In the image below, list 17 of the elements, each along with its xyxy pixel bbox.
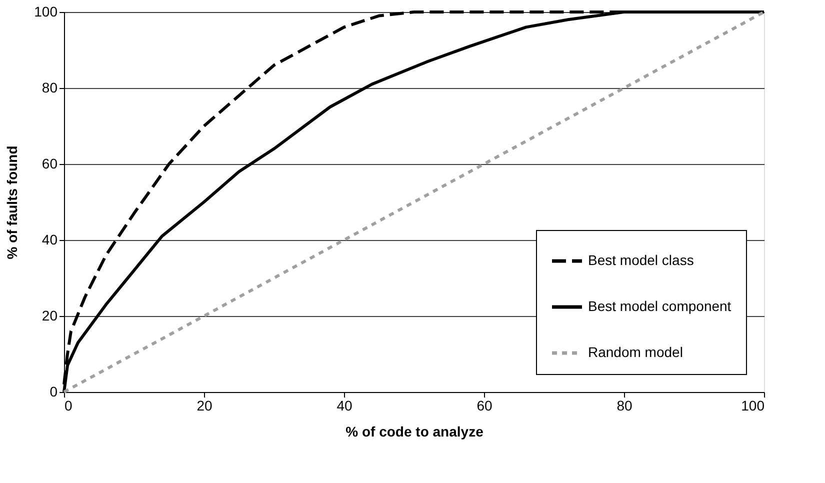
y-axis-title: % of faults found (4, 146, 20, 260)
x-axis-title: % of code to analyze (346, 424, 484, 440)
legend-label: Random model (588, 344, 683, 360)
legend-label: Best model class (588, 252, 694, 268)
x-tick-label: 0 (64, 398, 72, 414)
x-tick-label: 60 (476, 398, 492, 414)
legend-label: Best model component (588, 298, 732, 314)
y-tick-label: 100 (34, 4, 58, 20)
x-tick-label: 20 (196, 398, 212, 414)
x-tick-label: 40 (336, 398, 352, 414)
y-tick-label: 0 (50, 384, 58, 400)
y-tick-label: 40 (42, 232, 58, 248)
y-tick-label: 20 (42, 308, 58, 324)
y-tick-label: 80 (42, 80, 58, 96)
x-tick-label: 100 (741, 398, 765, 414)
y-tick-label: 60 (42, 156, 58, 172)
x-tick-label: 80 (616, 398, 632, 414)
